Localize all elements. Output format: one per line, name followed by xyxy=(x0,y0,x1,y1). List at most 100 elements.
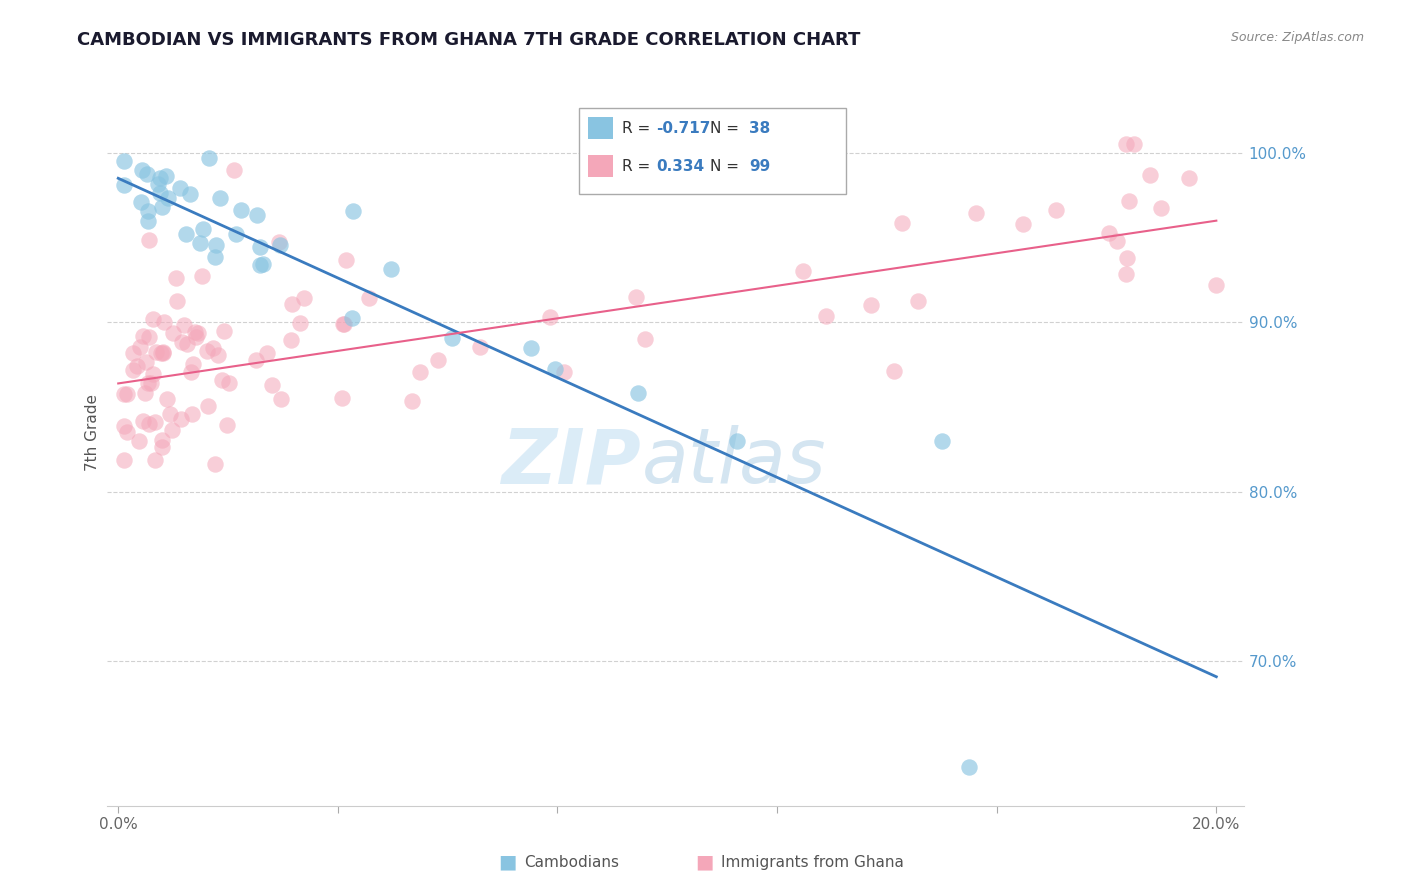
Point xyxy=(205,238,228,252)
Point xyxy=(162,326,184,341)
Point xyxy=(143,415,166,429)
Point xyxy=(212,325,235,339)
Point xyxy=(890,216,912,230)
Point xyxy=(1205,277,1227,292)
Point xyxy=(139,376,162,390)
Point xyxy=(117,425,139,439)
Point xyxy=(112,387,135,401)
Point xyxy=(1012,217,1035,231)
Point xyxy=(292,291,315,305)
Text: atlas: atlas xyxy=(641,425,825,500)
Point xyxy=(170,335,193,350)
Point xyxy=(191,269,214,284)
Point xyxy=(170,412,193,426)
Point xyxy=(883,364,905,378)
Point xyxy=(340,310,363,325)
Point xyxy=(197,400,219,414)
Point xyxy=(136,376,159,390)
Point xyxy=(195,343,218,358)
Point xyxy=(125,359,148,373)
Point xyxy=(217,418,239,433)
Point xyxy=(725,434,748,448)
Point xyxy=(153,314,176,328)
Point xyxy=(190,236,212,251)
Point xyxy=(135,355,157,369)
Point xyxy=(225,227,247,241)
Point xyxy=(426,353,449,368)
Point xyxy=(129,340,152,354)
Point xyxy=(814,309,837,323)
Point xyxy=(122,345,145,359)
Point xyxy=(204,250,226,264)
Point xyxy=(931,434,953,448)
Point xyxy=(138,417,160,432)
Point xyxy=(132,414,155,428)
Point xyxy=(544,362,567,376)
Text: Cambodians: Cambodians xyxy=(524,855,620,870)
Point xyxy=(408,365,430,379)
Point xyxy=(245,353,267,368)
Point xyxy=(330,391,353,405)
Point xyxy=(401,394,423,409)
Point xyxy=(112,452,135,467)
Text: ■: ■ xyxy=(499,852,530,871)
Point xyxy=(112,154,135,169)
Point xyxy=(288,317,311,331)
Point xyxy=(152,345,174,359)
Text: Immigrants from Ghana: Immigrants from Ghana xyxy=(721,855,904,870)
FancyBboxPatch shape xyxy=(588,117,613,139)
Point xyxy=(150,434,173,448)
Point xyxy=(169,180,191,194)
Text: -0.717: -0.717 xyxy=(657,120,710,136)
Point xyxy=(136,204,159,219)
Point xyxy=(1107,234,1129,248)
Point xyxy=(440,331,463,345)
Text: 0.334: 0.334 xyxy=(657,159,704,174)
Point xyxy=(117,387,139,401)
Point xyxy=(332,317,354,331)
Point xyxy=(145,344,167,359)
Point xyxy=(957,759,980,773)
Point xyxy=(246,208,269,222)
Point xyxy=(142,312,165,326)
Text: R =: R = xyxy=(621,159,655,174)
Point xyxy=(181,358,204,372)
FancyBboxPatch shape xyxy=(579,108,846,194)
Point xyxy=(184,330,207,344)
Point xyxy=(207,347,229,361)
Point xyxy=(146,177,169,191)
Point xyxy=(342,203,364,218)
Point xyxy=(138,234,160,248)
Point xyxy=(132,329,155,343)
Point xyxy=(332,317,354,331)
Point xyxy=(129,195,152,210)
Point xyxy=(180,407,202,421)
Point xyxy=(155,169,177,183)
Point xyxy=(627,386,650,401)
Point xyxy=(149,170,172,185)
Point xyxy=(179,187,201,202)
Point xyxy=(166,293,188,308)
Point xyxy=(1118,194,1140,209)
Point xyxy=(128,434,150,448)
Point xyxy=(224,163,246,178)
Point xyxy=(152,345,174,359)
Point xyxy=(1116,251,1139,265)
FancyBboxPatch shape xyxy=(588,155,613,178)
Point xyxy=(249,239,271,253)
Point xyxy=(173,318,195,332)
Point xyxy=(357,291,380,305)
Point xyxy=(553,365,575,379)
Point xyxy=(269,235,291,249)
Text: ■: ■ xyxy=(696,852,727,871)
Point xyxy=(149,186,172,200)
Y-axis label: 7th Grade: 7th Grade xyxy=(86,394,100,471)
Text: Source: ZipAtlas.com: Source: ZipAtlas.com xyxy=(1230,31,1364,45)
Point xyxy=(142,367,165,381)
Point xyxy=(280,297,302,311)
Point xyxy=(965,206,987,220)
Point xyxy=(176,227,198,242)
Point xyxy=(1115,268,1137,282)
Point xyxy=(1150,201,1173,215)
Point xyxy=(156,392,179,406)
